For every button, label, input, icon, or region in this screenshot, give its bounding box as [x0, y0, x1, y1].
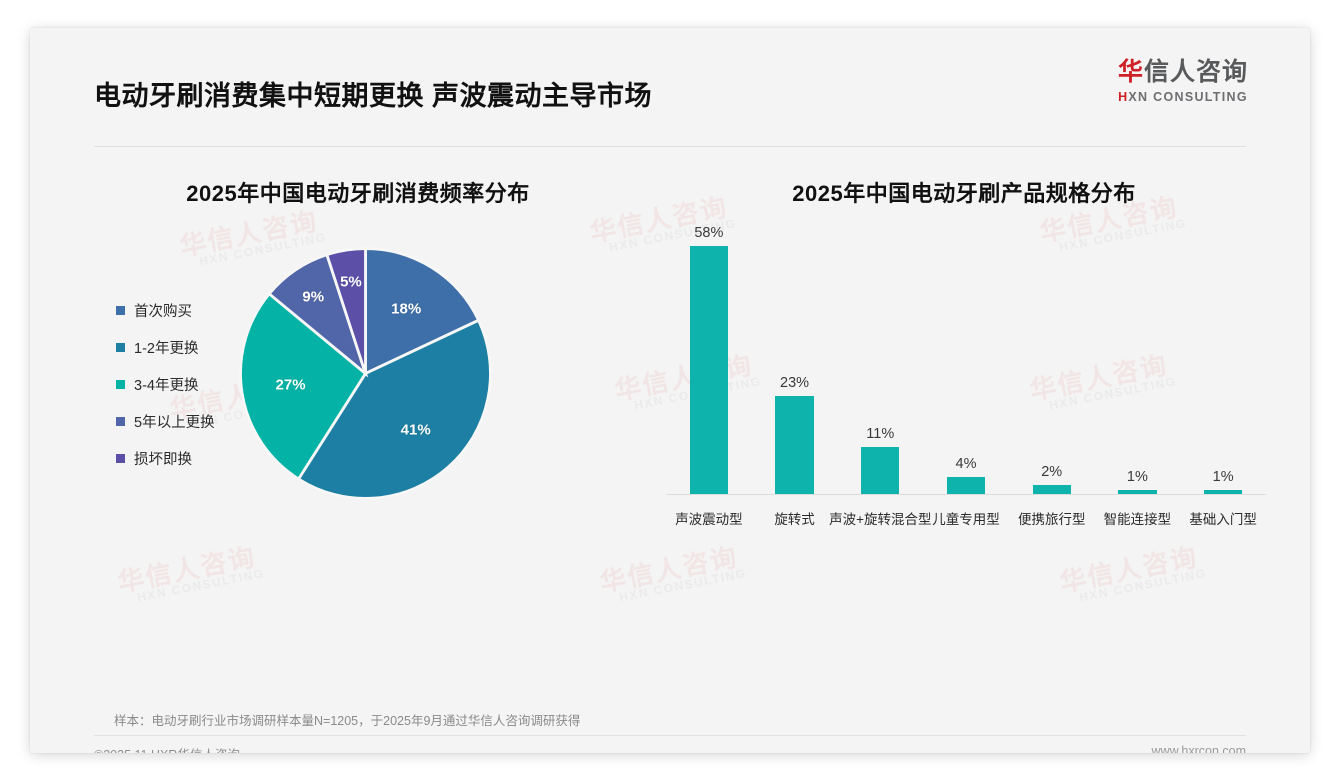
bar-category-label: 儿童专用型 [932, 512, 1000, 527]
bar-category-label: 声波+旋转混合型 [829, 512, 932, 527]
bar-rect[interactable] [775, 395, 814, 494]
pie-slice-value: 5% [340, 273, 362, 291]
bar-rect[interactable] [946, 476, 986, 494]
bar-column[interactable]: 4% [946, 455, 986, 494]
bar-category-label: 智能连接型 [1103, 512, 1172, 527]
footer-divider [94, 735, 1246, 736]
pie-slice[interactable] [325, 247, 367, 374]
pie-legend-label: 3-4年更换 [134, 378, 199, 394]
bar-value-label: 4% [955, 455, 977, 472]
bar-column[interactable]: 23% [775, 374, 814, 494]
pie-slice-value: 9% [302, 288, 325, 306]
bar-rect[interactable] [1203, 489, 1243, 494]
legend-swatch-icon [116, 343, 125, 352]
bar-value-label: 23% [780, 374, 810, 391]
slide-card: 华信人咨询 HXN CONSULTING 华信人咨询 HXN CONSULTIN… [30, 28, 1310, 753]
pie-svg [239, 247, 492, 500]
pie-slice-value: 27% [275, 376, 306, 394]
x-axis-line [666, 494, 1266, 495]
legend-swatch-icon [116, 306, 125, 315]
pie-slice-value: 18% [391, 300, 422, 318]
website-link[interactable]: www.hxrcon.com [1151, 744, 1246, 753]
bar-rect[interactable] [689, 246, 729, 494]
pie-chart-title: 2025年中国电动牙刷消费频率分布 [186, 181, 530, 206]
bar-category-label: 声波震动型 [675, 512, 743, 527]
pie-legend-label: 1-2年更换 [134, 341, 199, 357]
logo-cn-rest: 信人咨询 [1143, 58, 1248, 86]
pie-legend-label: 首次购买 [134, 304, 192, 320]
bar-rect[interactable] [861, 446, 900, 494]
pie-slice[interactable] [364, 247, 481, 376]
pie-legend-item[interactable]: 损坏即换 [116, 440, 215, 477]
bar-category-label: 基础入门型 [1189, 512, 1257, 527]
bar-chart-area: 58% 23% 11% 4% 2% 1% 1% 声波震动型 旋转式 声波+旋转混合型 儿童专用型 便… [658, 222, 1270, 622]
logo-cn-accent: 华 [1117, 58, 1144, 86]
logo-en-accent: H [1118, 89, 1129, 104]
pie-legend-label: 损坏即换 [134, 452, 192, 468]
bar-column[interactable]: 58% [689, 225, 729, 494]
bar-rect[interactable] [1118, 489, 1157, 494]
pie-chart-area: 首次购买 1-2年更换 3-4年更换 5年以上更换 损坏即换 18% 41% 27% 9% 5% [78, 236, 638, 636]
bar-plot: 58% 23% 11% 4% 2% 1% 1% [666, 225, 1266, 494]
source-note: 样本：电动牙刷行业市场调研样本量N=1205，于2025年9月通过华信人咨询调研… [114, 714, 581, 728]
pie-slice-value: 41% [400, 421, 431, 439]
legend-swatch-icon [116, 417, 125, 426]
bar-column[interactable]: 2% [1032, 464, 1071, 494]
company-logo: 华信人咨询 HXN CONSULTING [1118, 58, 1248, 104]
header: 电动牙刷消费集中短期更换 声波震动主导市场 华信人咨询 HXN CONSULTI… [30, 28, 1310, 120]
bar-rect[interactable] [1032, 485, 1071, 494]
pie-legend-item[interactable]: 首次购买 [116, 292, 215, 329]
pie-legend-item[interactable]: 3-4年更换 [116, 366, 215, 403]
bar-chart-panel: 2025年中国电动牙刷产品规格分布 58% 23% 11% 4% 2% 1% 1% 声波震动… [658, 176, 1270, 622]
pie-legend-item[interactable]: 1-2年更换 [116, 329, 215, 366]
legend-swatch-icon [116, 380, 125, 389]
bar-value-label: 11% [866, 425, 895, 442]
bar-category-label: 便携旅行型 [1017, 512, 1086, 527]
bar-value-label: 1% [1126, 468, 1148, 485]
copyright-text: ©2025.11 HXR华信人咨询 [94, 744, 240, 753]
bar-value-label: 1% [1212, 468, 1234, 485]
pie-graphic: 18% 41% 27% 9% 5% [238, 246, 493, 501]
page-title: 电动牙刷消费集中短期更换 声波震动主导市场 [94, 81, 653, 111]
logo-chinese: 华信人咨询 [1118, 58, 1248, 87]
bar-column[interactable]: 1% [1203, 468, 1243, 494]
pie-legend: 首次购买 1-2年更换 3-4年更换 5年以上更换 损坏即换 [116, 292, 215, 477]
pie-legend-label: 5年以上更换 [134, 415, 215, 431]
bar-column[interactable]: 11% [861, 425, 900, 494]
logo-en-rest: XN CONSULTING [1128, 89, 1248, 104]
bar-chart-title: 2025年中国电动牙刷产品规格分布 [792, 181, 1136, 206]
pie-legend-item[interactable]: 5年以上更换 [116, 403, 215, 440]
pie-slice[interactable] [296, 318, 492, 500]
pie-chart-panel: 2025年中国电动牙刷消费频率分布 首次购买 1-2年更换 3-4年更换 5年以上更换… [78, 176, 638, 636]
bar-column[interactable]: 1% [1118, 468, 1157, 494]
header-divider [94, 146, 1246, 147]
pie-slice[interactable] [239, 291, 368, 481]
logo-english: HXN CONSULTING [1118, 90, 1248, 104]
bar-value-label: 58% [694, 225, 724, 241]
legend-swatch-icon [116, 454, 125, 463]
bar-category-label: 旋转式 [774, 512, 815, 527]
bar-value-label: 2% [1041, 464, 1063, 481]
